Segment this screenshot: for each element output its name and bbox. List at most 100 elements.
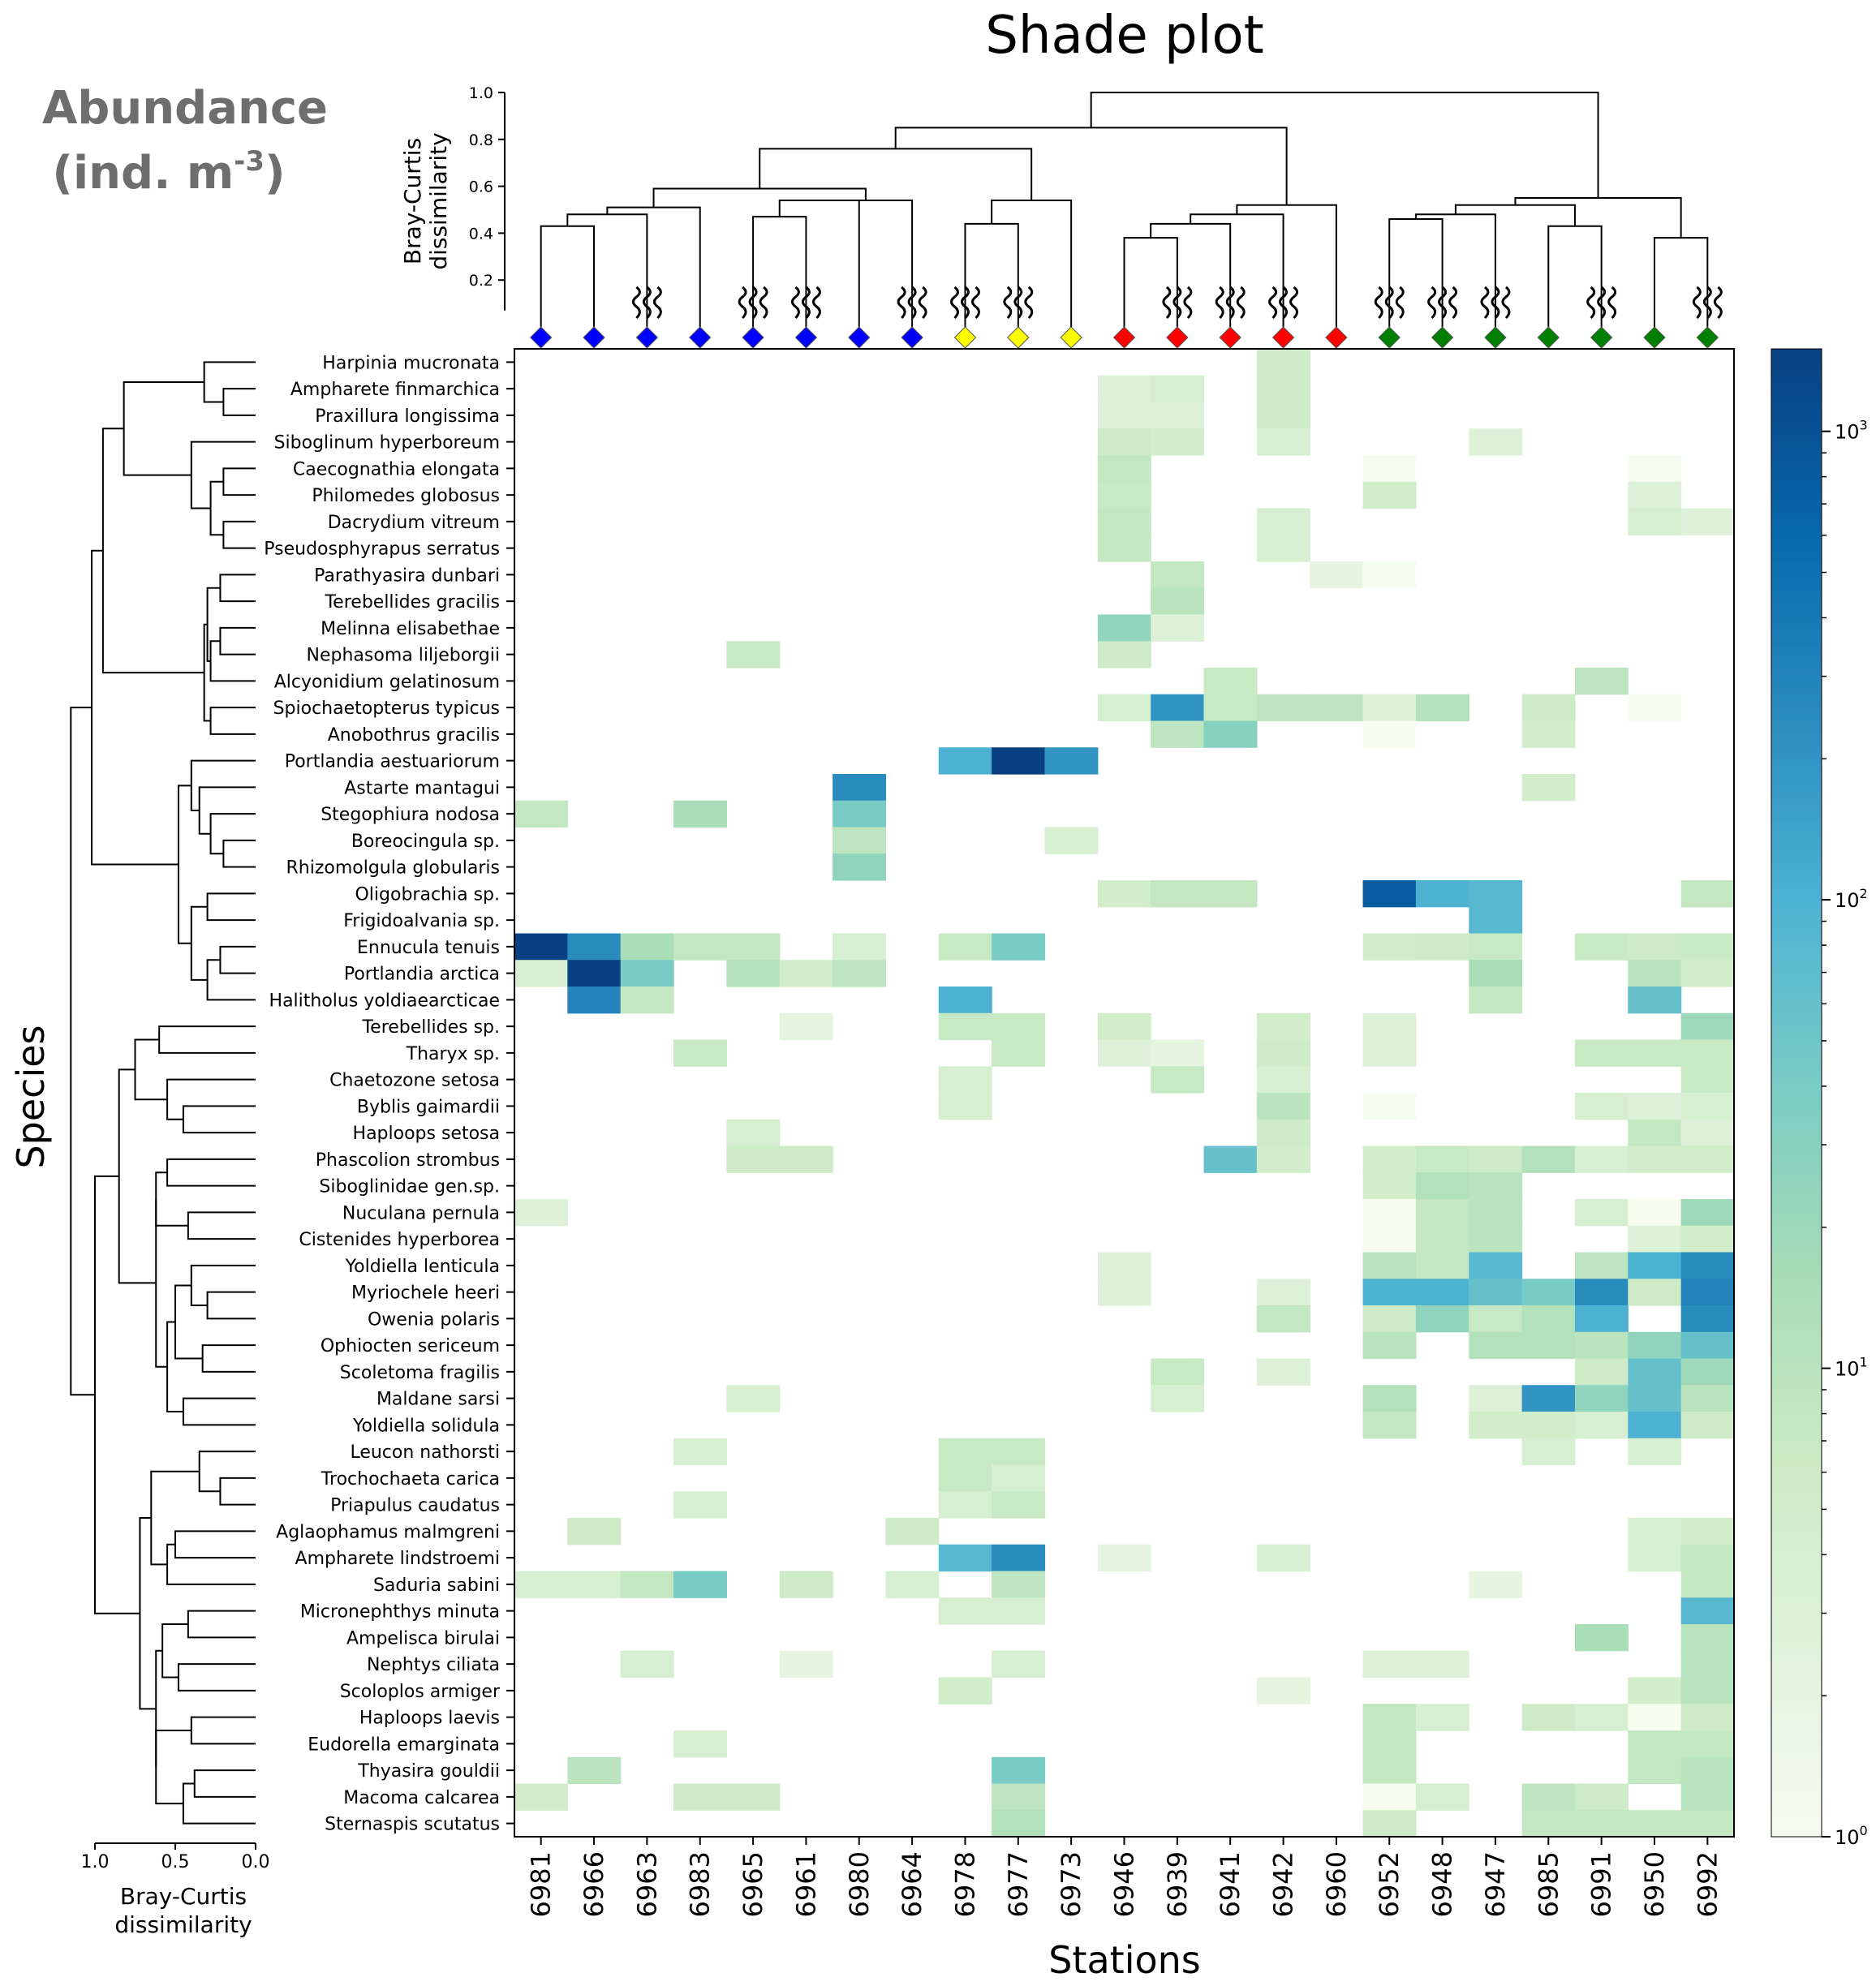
species-label: Cistenides hyperborea (299, 1230, 500, 1250)
heatmap-cell (1628, 1119, 1682, 1147)
species-label: Haploops laevis (359, 1709, 500, 1729)
heatmap-cell (1415, 1146, 1469, 1173)
station-marker (1112, 326, 1136, 349)
heatmap-cell (514, 1571, 568, 1598)
species-label: Micronephthys minuta (300, 1602, 500, 1623)
heatmap-cell (567, 933, 622, 961)
heatmap-cell (1362, 1146, 1417, 1173)
left-dendrogram (70, 361, 256, 1825)
heatmap-cell (1680, 933, 1735, 961)
dendrogram-link (139, 1517, 157, 1710)
species-label: Myriochele heeri (351, 1283, 500, 1304)
heatmap-cell (1097, 1544, 1151, 1572)
species-label: Scoloplos armiger (340, 1682, 501, 1702)
seep-icon (1692, 286, 1723, 320)
dendrogram-link (134, 1038, 168, 1101)
heatmap-cell (1362, 1810, 1417, 1838)
heatmap-cell (938, 1093, 992, 1120)
heatmap-cell (1151, 880, 1205, 908)
heatmap-cell (1680, 508, 1735, 535)
heatmap-cell (1521, 1438, 1576, 1466)
heatmap-cell (1680, 1412, 1735, 1439)
heatmap-cell (620, 960, 674, 987)
heatmap-cell (1362, 1756, 1417, 1785)
species-label: Ampelisca birulai (346, 1628, 500, 1649)
species-label: Phascolion strombus (316, 1150, 500, 1171)
heatmap-cell (673, 1783, 727, 1811)
heatmap-cell (1097, 1012, 1151, 1041)
heatmap-cell (1151, 1066, 1205, 1094)
species-label: Boreocingula sp. (351, 832, 500, 852)
heatmap-cell (833, 774, 887, 802)
heatmap-cell (992, 1650, 1046, 1679)
heatmap-cell (833, 827, 887, 854)
heatmap-cell (726, 933, 781, 961)
station-marker (1696, 326, 1719, 349)
species-label: Tharyx sp. (406, 1044, 500, 1064)
heatmap-cell (1415, 1225, 1469, 1253)
heatmap-cell (514, 933, 568, 961)
dendrogram-link (198, 1451, 256, 1493)
heatmap-cell (1097, 428, 1151, 456)
heatmap-cell (1574, 1624, 1629, 1652)
heatmap-cell (726, 1119, 781, 1147)
dendrogram-link (177, 785, 191, 944)
heatmap-cell (1574, 1252, 1629, 1279)
left-axis-label-line1: Bray-Curtis (120, 1883, 247, 1910)
heatmap-cell (1044, 747, 1099, 775)
heatmap-cell (779, 1146, 833, 1173)
heatmap-cell (1521, 1279, 1576, 1306)
heatmap-cell (1469, 960, 1523, 987)
station-label: 6978 (949, 1851, 980, 1917)
heatmap-cell (1628, 508, 1682, 535)
heatmap-cell (1362, 1172, 1417, 1200)
heatmap-cell (938, 1438, 992, 1466)
heatmap-cell (620, 1650, 674, 1679)
heatmap-cell (938, 1544, 992, 1572)
heatmap-cell (1680, 1012, 1735, 1041)
species-label: Nuculana pernula (342, 1203, 500, 1223)
heatmap-cell (1256, 535, 1310, 562)
species-label: Scoletoma fragilis (340, 1363, 500, 1383)
heatmap-cell (1469, 1412, 1523, 1439)
heatmap-cell (1151, 694, 1205, 722)
heatmap-cell (1628, 933, 1682, 961)
species-label: Alcyonidium gelatinosum (274, 672, 500, 692)
station-label: 6963 (631, 1851, 662, 1917)
dendrogram-link (182, 1105, 256, 1134)
heatmap-cell (1628, 1358, 1682, 1386)
heatmap-cell (1362, 1385, 1417, 1412)
heatmap-cell (514, 1783, 568, 1811)
dendrogram-link (182, 1397, 256, 1426)
heatmap-cell (1415, 933, 1469, 961)
dendrogram-link (1454, 204, 1576, 226)
heatmap-cell (1203, 1146, 1258, 1173)
heatmap-cell (1628, 1225, 1682, 1253)
heatmap-cell (673, 1491, 727, 1519)
heatmap-cell (1362, 933, 1417, 961)
heatmap-cell (1628, 694, 1682, 722)
heatmap-cell (1574, 1412, 1629, 1439)
dendrogram-link (1190, 213, 1284, 327)
station-label: 6947 (1480, 1851, 1511, 1917)
dendrogram-link (201, 1344, 256, 1373)
species-label: Harpinia mucronata (322, 353, 500, 373)
dendrogram-link (219, 1477, 256, 1506)
species-label: Sternaspis scutatus (325, 1815, 500, 1835)
heatmap-cell (992, 1756, 1046, 1785)
dendrogram-link (566, 213, 648, 327)
heatmap-cell (1097, 535, 1151, 562)
heatmap-cell (1680, 1756, 1735, 1785)
heatmap-cell (1574, 1783, 1629, 1811)
heatmap-cell (1415, 1783, 1469, 1811)
species-label: Yoldiella lenticula (345, 1257, 500, 1277)
station-marker (635, 326, 659, 349)
dendrogram-link (166, 1078, 256, 1120)
heatmap-cell (1628, 1199, 1682, 1227)
dendrogram-link (118, 1068, 157, 1284)
heatmap-cell (1628, 1756, 1682, 1785)
heatmap-cell (1680, 1597, 1735, 1625)
species-label: Eudorella emarginata (308, 1735, 500, 1755)
heatmap-cell (1680, 1650, 1735, 1679)
